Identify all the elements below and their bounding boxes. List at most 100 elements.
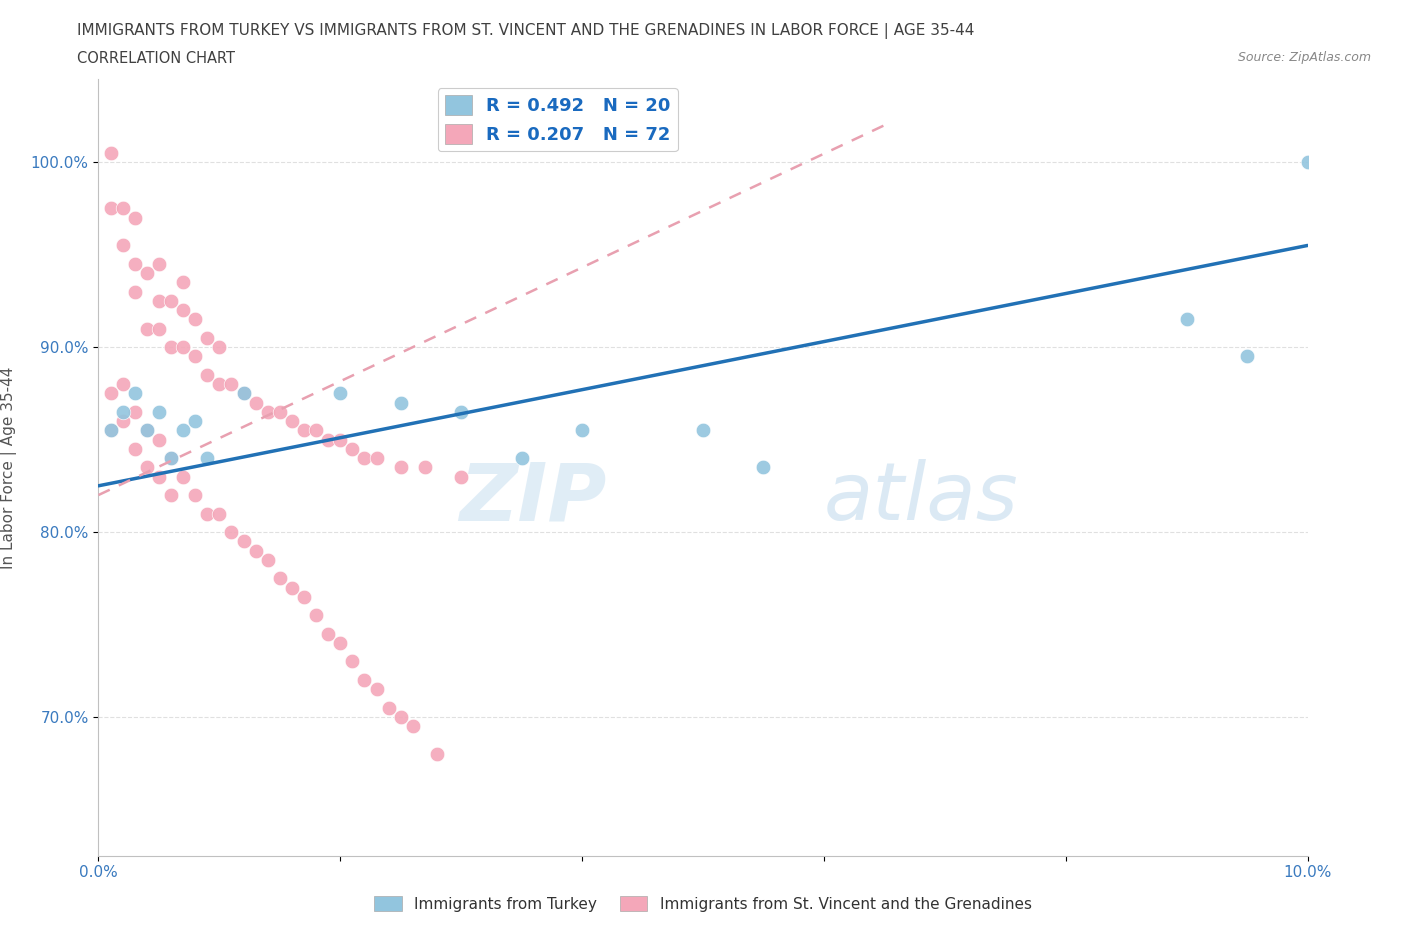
Point xyxy=(124,285,146,299)
Point xyxy=(100,201,122,216)
Point xyxy=(148,321,170,336)
Point xyxy=(111,238,134,253)
Text: Source: ZipAtlas.com: Source: ZipAtlas.com xyxy=(1237,51,1371,64)
Point xyxy=(292,423,315,438)
Point xyxy=(208,339,231,354)
Point xyxy=(426,747,449,762)
Point xyxy=(160,339,183,354)
Point xyxy=(232,386,254,401)
Point xyxy=(135,460,157,475)
Point xyxy=(100,146,122,161)
Point xyxy=(1236,349,1258,364)
Point xyxy=(305,423,328,438)
Point xyxy=(124,405,146,419)
Point xyxy=(160,294,183,309)
Point xyxy=(389,710,412,724)
Point xyxy=(160,451,183,466)
Point xyxy=(353,451,375,466)
Point xyxy=(148,294,170,309)
Point xyxy=(389,395,412,410)
Point xyxy=(195,451,218,466)
Point xyxy=(221,525,243,539)
Point xyxy=(692,423,714,438)
Point xyxy=(184,487,207,502)
Point xyxy=(148,469,170,484)
Point xyxy=(1175,312,1198,326)
Point xyxy=(124,257,146,272)
Y-axis label: In Labor Force | Age 35-44: In Labor Force | Age 35-44 xyxy=(1,366,17,568)
Point xyxy=(366,682,388,697)
Point xyxy=(450,469,472,484)
Point xyxy=(353,672,375,687)
Point xyxy=(292,590,315,604)
Point xyxy=(160,487,183,502)
Point xyxy=(195,330,218,345)
Point xyxy=(377,700,399,715)
Point xyxy=(342,654,364,669)
Point xyxy=(571,423,593,438)
Point xyxy=(281,414,304,429)
Point xyxy=(208,506,231,521)
Point xyxy=(413,460,436,475)
Point xyxy=(329,432,352,447)
Point xyxy=(342,442,364,457)
Point xyxy=(172,275,194,290)
Point xyxy=(160,451,183,466)
Point xyxy=(135,266,157,281)
Point xyxy=(111,201,134,216)
Point xyxy=(195,367,218,382)
Text: CORRELATION CHART: CORRELATION CHART xyxy=(77,51,235,66)
Point xyxy=(256,405,278,419)
Point xyxy=(100,423,122,438)
Point xyxy=(269,571,291,586)
Point xyxy=(329,635,352,650)
Point xyxy=(111,377,134,392)
Point xyxy=(135,321,157,336)
Point xyxy=(1296,154,1319,169)
Point xyxy=(172,339,194,354)
Point xyxy=(450,405,472,419)
Point xyxy=(184,349,207,364)
Point xyxy=(172,469,194,484)
Point xyxy=(148,405,170,419)
Point xyxy=(510,451,533,466)
Point xyxy=(366,451,388,466)
Point xyxy=(752,460,775,475)
Point xyxy=(172,423,194,438)
Legend: Immigrants from Turkey, Immigrants from St. Vincent and the Grenadines: Immigrants from Turkey, Immigrants from … xyxy=(368,889,1038,918)
Point xyxy=(135,423,157,438)
Point xyxy=(172,303,194,318)
Text: IMMIGRANTS FROM TURKEY VS IMMIGRANTS FROM ST. VINCENT AND THE GRENADINES IN LABO: IMMIGRANTS FROM TURKEY VS IMMIGRANTS FRO… xyxy=(77,23,974,39)
Point xyxy=(124,210,146,225)
Text: ZIP: ZIP xyxy=(458,459,606,538)
Point xyxy=(195,506,218,521)
Point xyxy=(316,626,339,641)
Point xyxy=(245,395,267,410)
Point xyxy=(245,543,267,558)
Text: atlas: atlas xyxy=(824,459,1019,538)
Point xyxy=(148,257,170,272)
Point xyxy=(256,552,278,567)
Point xyxy=(232,386,254,401)
Point xyxy=(100,386,122,401)
Point xyxy=(111,405,134,419)
Point xyxy=(269,405,291,419)
Point xyxy=(281,580,304,595)
Point xyxy=(148,432,170,447)
Legend: R = 0.492   N = 20, R = 0.207   N = 72: R = 0.492 N = 20, R = 0.207 N = 72 xyxy=(437,88,678,152)
Point xyxy=(305,608,328,623)
Point xyxy=(124,386,146,401)
Point xyxy=(389,460,412,475)
Point xyxy=(184,312,207,326)
Point xyxy=(316,432,339,447)
Point xyxy=(402,719,425,734)
Point xyxy=(184,414,207,429)
Point xyxy=(111,414,134,429)
Point xyxy=(232,534,254,549)
Point xyxy=(208,377,231,392)
Point xyxy=(135,423,157,438)
Point xyxy=(124,442,146,457)
Point xyxy=(221,377,243,392)
Point xyxy=(329,386,352,401)
Point xyxy=(100,423,122,438)
